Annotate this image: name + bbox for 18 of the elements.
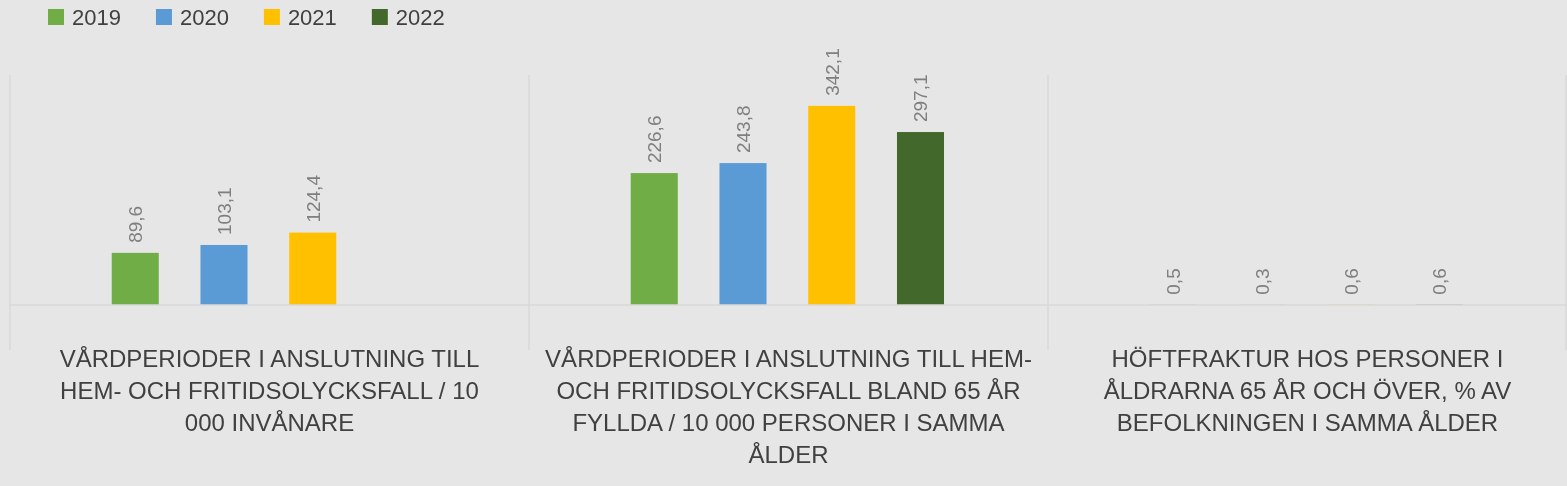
data-label: 226,6 xyxy=(644,115,666,164)
data-label: 89,6 xyxy=(125,205,147,243)
legend-label: 2019 xyxy=(72,5,121,30)
x-tick-label: VÅRDPERIODER I ANSLUTNING TILL HEM- OCH FRITIDSOLYCKSFALL BLAND 65 ÅR FYLLDA / 10 000 PERSONER I SAMMA ÅLDER xyxy=(545,345,1032,468)
data-label: 124,4 xyxy=(302,174,324,223)
data-label: 0,3 xyxy=(1251,268,1273,295)
data-label: 0,5 xyxy=(1163,268,1185,295)
legend-label: 2022 xyxy=(395,5,445,30)
data-label: 0,6 xyxy=(1340,268,1362,295)
data-label: 243,8 xyxy=(732,105,754,154)
x-tick-label: HÖFTFRAKTUR HOS PERSONER I ÅLDRARNA 65 ÅR OCH ÖVER, % AV BEFOLKNINGEN I SAMMA ÅLDER xyxy=(1103,345,1512,436)
data-label: 342,1 xyxy=(821,48,843,96)
x-tick-label: VÅRDPERIODER I ANSLUTNING TILL HEM- OCH FRITIDSOLYCKSFALL / 10 000 INVÅNARE xyxy=(59,345,480,436)
data-label: 0,6 xyxy=(1429,268,1451,295)
data-label: 297,1 xyxy=(910,74,932,123)
data-label: 103,1 xyxy=(213,187,235,235)
legend-label: 2021 xyxy=(287,5,337,30)
legend-label: 2020 xyxy=(179,5,229,30)
